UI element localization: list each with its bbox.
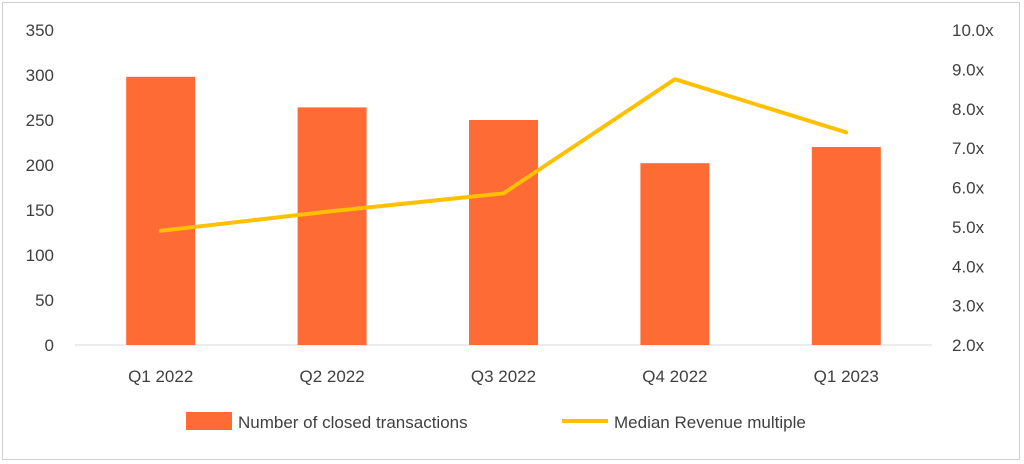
left-tick-label: 0 <box>45 336 54 355</box>
right-tick-label: 3.0x <box>952 297 985 316</box>
right-tick-label: 7.0x <box>952 139 985 158</box>
right-tick-label: 5.0x <box>952 218 985 237</box>
x-tick-label: Q1 2022 <box>128 367 193 386</box>
left-tick-label: 300 <box>26 66 54 85</box>
left-tick-label: 350 <box>26 21 54 40</box>
right-tick-label: 9.0x <box>952 60 985 79</box>
left-axis-ticks: 0 50 100 150 200 250 300 350 <box>26 21 54 355</box>
x-tick-label: Q4 2022 <box>642 367 707 386</box>
line-series <box>158 77 849 233</box>
legend-swatch-bar <box>186 412 232 430</box>
right-tick-label: 10.0x <box>952 21 994 40</box>
left-tick-label: 50 <box>35 291 54 310</box>
left-tick-label: 100 <box>26 246 54 265</box>
legend-label-bar: Number of closed transactions <box>238 413 468 432</box>
left-tick-label: 200 <box>26 156 54 175</box>
right-tick-label: 4.0x <box>952 257 985 276</box>
bar-series <box>126 76 881 346</box>
legend: Number of closed transactions Median Rev… <box>186 412 806 432</box>
right-axis-ticks: 2.0x 3.0x 4.0x 5.0x 6.0x 7.0x 8.0x 9.0x 10.0x <box>952 21 994 355</box>
bar <box>811 147 881 345</box>
x-tick-label: Q3 2022 <box>471 367 536 386</box>
right-tick-label: 6.0x <box>952 179 985 198</box>
x-tick-label: Q2 2022 <box>299 367 364 386</box>
left-tick-label: 150 <box>26 201 54 220</box>
bar <box>126 76 196 346</box>
bar <box>640 163 710 345</box>
x-axis-ticks: Q1 2022 Q2 2022 Q3 2022 Q4 2022 Q1 2023 <box>128 367 879 386</box>
right-tick-label: 2.0x <box>952 336 985 355</box>
x-tick-label: Q1 2023 <box>814 367 879 386</box>
right-tick-label: 8.0x <box>952 100 985 119</box>
bar <box>469 120 538 345</box>
left-tick-label: 250 <box>26 111 54 130</box>
legend-label-line: Median Revenue multiple <box>614 413 806 432</box>
bar <box>297 107 367 346</box>
line-path <box>158 77 849 233</box>
